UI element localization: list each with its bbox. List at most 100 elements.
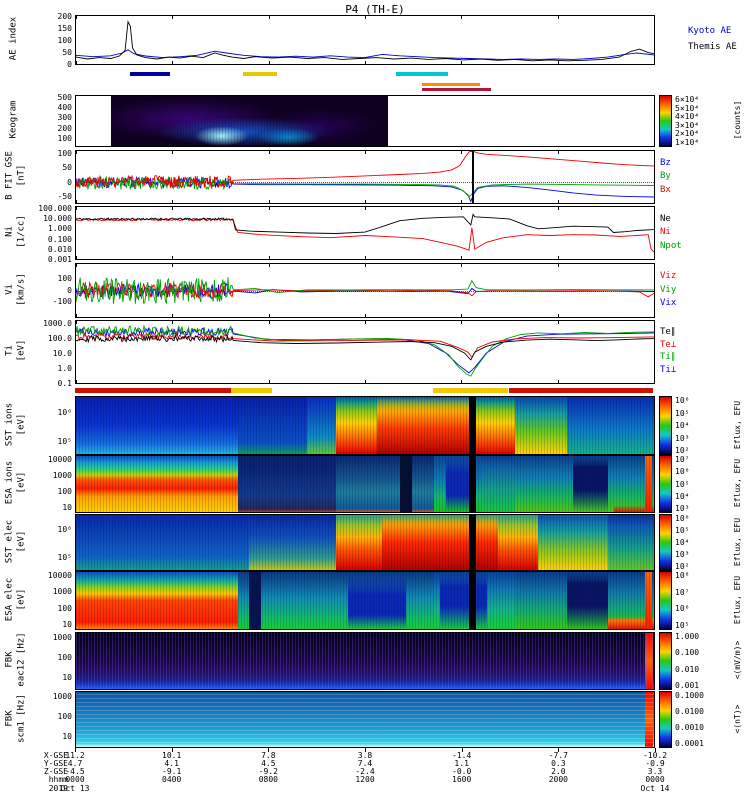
- colorbar-tick-label: 0.0010: [675, 723, 704, 732]
- spectrogram-region: [573, 456, 609, 512]
- trace-te: [76, 332, 654, 359]
- x-tick-label: 1600: [452, 775, 472, 784]
- x-minor-tick: [268, 151, 270, 154]
- x-tick-mark: [558, 748, 560, 752]
- line-plot-vi: [76, 277, 654, 305]
- position-value-x-gse: -7.7: [548, 751, 568, 760]
- colorbar-tick-label: 10⁷: [675, 587, 690, 597]
- y-tick-label: 0: [67, 177, 72, 187]
- position-value-x-gse: 10.1: [162, 751, 182, 760]
- x-minor-tick: [557, 256, 559, 259]
- y-tick-label: 0.001: [47, 255, 72, 264]
- colorbar-tick-label: 10³: [675, 433, 690, 443]
- trace-kyoto-ae: [76, 49, 654, 60]
- x-minor-tick: [268, 264, 270, 267]
- position-value-y-gse: 1.1: [454, 759, 469, 768]
- y-tick-label: 10.000: [43, 214, 72, 224]
- x-minor-tick: [76, 16, 77, 19]
- position-value-z-gse: -9.2: [258, 767, 278, 776]
- position-value-z-gse: -2.4: [355, 767, 375, 776]
- position-value-x-gse: 7.8: [261, 751, 276, 760]
- colorbar-tick-label: 1×10⁴: [675, 138, 700, 147]
- colorbar-tick-label: 0.010: [675, 664, 700, 674]
- trace-label-kyoto-ae: Kyoto AE: [688, 25, 732, 36]
- spectrogram-region: [567, 397, 654, 454]
- y-tick-label: 200: [57, 123, 72, 133]
- y-tick-label: 100: [57, 36, 72, 46]
- y-tick-label: 1000: [52, 691, 72, 701]
- x-tick-label: 1200: [355, 775, 375, 784]
- spectrogram-region: [645, 572, 652, 629]
- spectrogram-region: [469, 515, 477, 570]
- position-value-x-gse: 11.2: [65, 751, 85, 760]
- y-tick-label: 100: [57, 711, 72, 721]
- panel-bfit: [75, 150, 655, 204]
- spectrogram-region: [76, 397, 239, 454]
- y-tick-label: 1000: [52, 587, 72, 597]
- x-minor-tick: [557, 314, 559, 317]
- x-tick-mark: [461, 748, 463, 752]
- trace-ti: [76, 326, 654, 374]
- x-minor-tick: [461, 61, 463, 64]
- x-minor-tick: [76, 314, 77, 317]
- x-minor-tick: [654, 151, 655, 154]
- line-plot-ae: [76, 20, 654, 62]
- x-minor-tick: [365, 151, 366, 154]
- y-tick-label: 400: [57, 103, 72, 112]
- panel-sst-elec: [75, 514, 655, 571]
- colorbar-unit-label: <(nT)>: [733, 704, 742, 733]
- colorbar-tick-label: 10⁵: [675, 408, 690, 418]
- x-minor-tick: [268, 207, 270, 210]
- colorbar-tick-label: 10⁶: [675, 396, 690, 405]
- position-value-x-gse: 3.8: [357, 751, 373, 760]
- panel-ni: [75, 206, 655, 260]
- colorbar-esa-elec: [659, 571, 672, 630]
- colorbar-tick-label: 10⁴: [675, 491, 690, 501]
- colorbar-tick-label: 10⁵: [675, 526, 690, 535]
- y-tick-label: 10000: [47, 570, 72, 580]
- colorbar-tick-label: 10⁴: [675, 421, 690, 430]
- axis-row-label-x-gse: X-GSE: [43, 751, 68, 760]
- position-value-y-gse: 4.5: [261, 759, 276, 768]
- x-minor-tick: [654, 264, 655, 267]
- spectrogram-region: [469, 456, 477, 512]
- x-minor-tick: [461, 321, 463, 324]
- trace-ni: [76, 218, 654, 253]
- colorbar-tick-label: 10³: [675, 504, 690, 513]
- x-minor-tick: [557, 380, 559, 383]
- colorbar-tick-label: 10⁸: [675, 571, 690, 580]
- position-value-z-gse: 2.0: [551, 767, 566, 776]
- x-minor-tick: [172, 61, 174, 64]
- colorbar-tick-label: 10³: [675, 550, 690, 559]
- x-tick-mark: [268, 748, 270, 752]
- x-minor-tick: [365, 200, 366, 203]
- y-tick-label: 100: [57, 487, 72, 497]
- spectrogram-region: [76, 456, 239, 512]
- spectrogram-region: [249, 515, 337, 570]
- x-minor-tick: [172, 16, 174, 19]
- trace-themis-ae: [76, 20, 654, 62]
- spectrogram-region: [645, 456, 652, 512]
- mode-bar-segment: [75, 388, 232, 393]
- panel-fbk2: [75, 691, 655, 748]
- y-tick-label: -100: [52, 297, 72, 307]
- x-minor-tick: [76, 256, 77, 259]
- y-tick-label: 10: [62, 731, 72, 741]
- colorbar-sst-ions: [659, 396, 672, 455]
- colorbar-tick-label: 4×10⁴: [675, 112, 700, 122]
- x-minor-tick: [268, 61, 270, 64]
- axis-row-label-y-gse: Y-GSE: [43, 759, 68, 768]
- position-value-y-gse: 4.7: [67, 759, 83, 768]
- y-tick-label: 1000: [52, 470, 72, 480]
- x-tick-mark: [655, 748, 656, 752]
- panel-sst-ions: [75, 396, 655, 455]
- y-tick-label: 0.010: [47, 244, 72, 254]
- panel-esa-elec: [75, 571, 655, 630]
- y-tick-label: 10.0: [52, 349, 72, 359]
- axis-row-label-z-gse: Z-GSE: [43, 767, 68, 776]
- x-minor-tick: [654, 16, 655, 19]
- spectrogram-region: [382, 515, 499, 570]
- trace-label-ne: Ne: [660, 213, 671, 224]
- spectrogram-region: [336, 456, 435, 512]
- y-tick-label: 100: [57, 653, 72, 663]
